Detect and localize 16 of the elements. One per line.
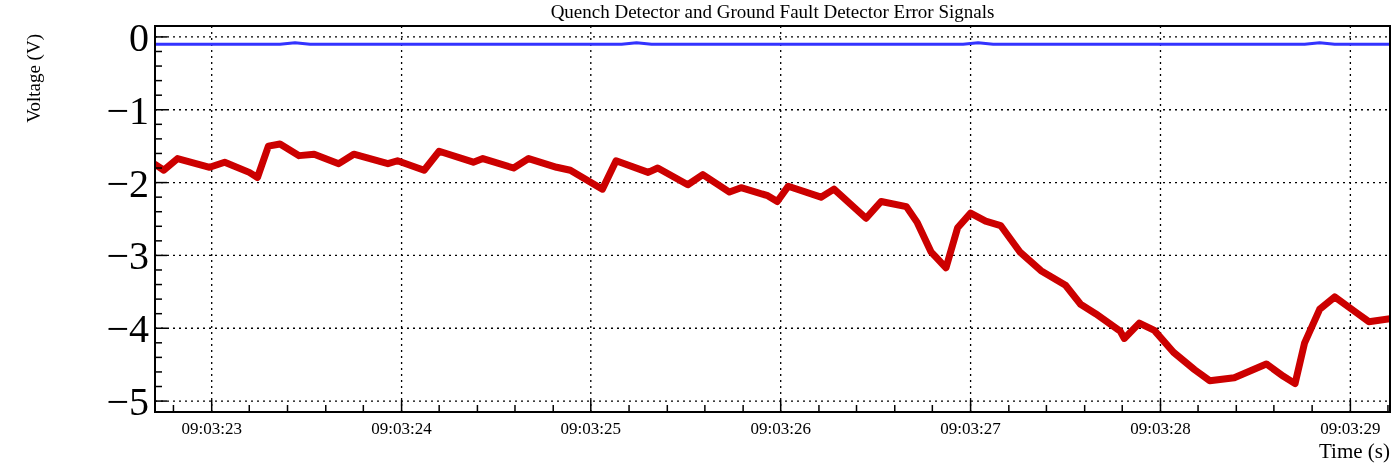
y-tick-label: 0: [129, 14, 149, 60]
y-tick-label: −2: [106, 160, 149, 206]
y-tick-label: −3: [106, 233, 149, 279]
y-axis-title: Voltage (V): [23, 34, 45, 123]
x-tick-label: 09:03:26: [750, 419, 811, 438]
chart-title: Quench Detector and Ground Fault Detector Error Signals: [550, 1, 995, 22]
x-tick-label: 09:03:23: [181, 419, 242, 438]
y-tick-label: −5: [106, 379, 149, 425]
x-tick-label: 09:03:24: [371, 419, 433, 438]
y-tick-label: −1: [106, 87, 149, 133]
x-tick-label: 09:03:29: [1320, 419, 1381, 438]
y-tick-label: −4: [106, 306, 149, 352]
x-tick-label: 09:03:27: [940, 419, 1002, 438]
x-tick-label: 09:03:25: [560, 419, 622, 438]
x-tick-label: 09:03:28: [1130, 419, 1191, 438]
x-axis-title: Time (s): [1319, 439, 1390, 463]
